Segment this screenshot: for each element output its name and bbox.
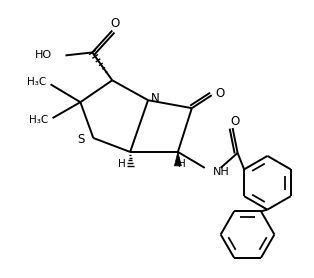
Text: S: S [78, 133, 85, 147]
Text: H₃C: H₃C [27, 77, 46, 87]
Text: H: H [118, 159, 126, 169]
Text: N: N [151, 92, 160, 105]
Text: HO: HO [35, 50, 51, 60]
Text: H: H [178, 159, 186, 169]
Text: O: O [230, 115, 239, 128]
Text: O: O [111, 17, 120, 30]
Text: NH: NH [213, 167, 230, 177]
Text: H₃C: H₃C [29, 115, 49, 125]
Text: O: O [215, 87, 224, 100]
Polygon shape [174, 152, 181, 166]
